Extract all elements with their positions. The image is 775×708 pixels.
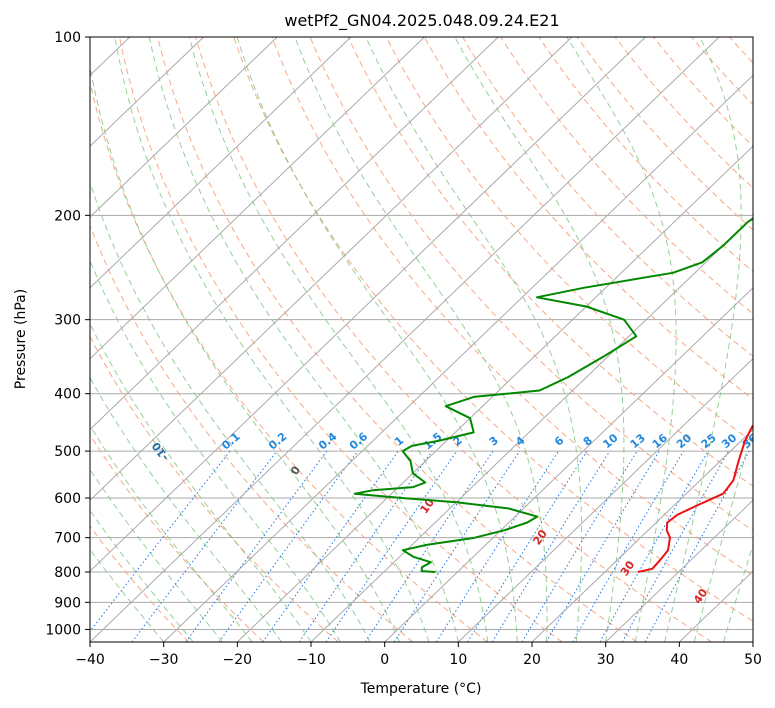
- y-tick-label: 100: [54, 30, 81, 46]
- isotherm-line: [531, 428, 753, 642]
- dry-adiabat-line: [90, 80, 488, 642]
- mixing-ratio-line: [621, 450, 730, 642]
- moist-adiabat-line: [723, 543, 753, 642]
- moist-adiabat-line: [148, 37, 459, 642]
- temperature-profile-line: [637, 424, 753, 573]
- y-axis-ticks: 100 200 300 400 500 600 700 800 900 1000: [45, 30, 90, 638]
- moist-adiabat-line: [90, 63, 400, 642]
- moist-adiabat-line: [90, 509, 194, 642]
- y-axis-title: Pressure (hPa): [13, 289, 29, 389]
- moist-adiabat-line: [664, 37, 742, 642]
- mixing-ratio-line: [325, 450, 458, 642]
- mixing-ratio-line: [599, 450, 709, 642]
- dry-adiabat-line: [90, 335, 339, 642]
- moist-adiabats: [90, 37, 753, 642]
- x-tick-label: 20: [523, 652, 541, 668]
- mixing-ratio-line: [435, 450, 559, 642]
- isotherm-line: [384, 287, 753, 642]
- moist-adiabat-line: [90, 468, 223, 642]
- moist-adiabat-line: [693, 427, 753, 642]
- isotherm-line: [90, 37, 646, 572]
- x-tick-label: −10: [296, 652, 326, 668]
- y-tick-label: 200: [54, 208, 81, 224]
- isotherm-line: [163, 74, 753, 642]
- plot-frame: [89, 36, 754, 643]
- dry-adiabat-line: [195, 37, 712, 642]
- y-tick-label: 700: [54, 531, 81, 547]
- x-axis-ticks: −40 −30 −20 −10 0 10 20 30 40 50: [75, 642, 762, 668]
- isotherm-line: [90, 37, 573, 502]
- moist-adiabat-line: [90, 259, 341, 642]
- x-tick-label: 0: [380, 652, 389, 668]
- isotherm-line: [90, 37, 720, 642]
- x-tick-label: 40: [670, 652, 688, 668]
- isotherm-line: [90, 37, 425, 360]
- moist-adiabat-line: [90, 180, 371, 642]
- mixing-ratio-line: [298, 450, 433, 642]
- x-tick-label: −30: [149, 652, 179, 668]
- dewpoint-profile-line: [353, 217, 753, 573]
- isotherm-line: [90, 37, 352, 289]
- mixing-ratio-line: [218, 450, 359, 642]
- moist-adiabat-line: [90, 376, 282, 642]
- dry-adiabat-line: [119, 37, 563, 642]
- moist-adiabat-line: [90, 548, 165, 642]
- y-tick-label: 800: [54, 565, 81, 581]
- x-tick-label: −40: [75, 652, 105, 668]
- x-tick-label: 30: [597, 652, 615, 668]
- x-axis-title: Temperature (°C): [360, 681, 482, 697]
- isotherm-line: [310, 216, 753, 642]
- isotherm-line: [90, 37, 499, 431]
- x-tick-label: 10: [449, 652, 467, 668]
- moist-adiabat-line: [454, 37, 625, 642]
- mixing-ratio-line: [185, 450, 328, 642]
- mixing-ratio-line: [364, 450, 494, 642]
- moist-adiabat-line: [114, 37, 430, 642]
- profile-series: [353, 217, 753, 573]
- moist-adiabat-line: [90, 424, 253, 642]
- chart-title: wetPf2_GN04.2025.048.09.24.E21: [284, 11, 559, 31]
- plot-area: -100-90-80-70-60-50-40-30-20-100.10.20.4…: [90, 37, 753, 642]
- skewed-isotherms: [90, 37, 753, 642]
- isotherm-line: [90, 37, 204, 147]
- isotherm-line: [457, 357, 753, 642]
- y-tick-label: 1000: [45, 622, 81, 638]
- moist-adiabat-line: [188, 37, 489, 642]
- y-tick-label: 600: [54, 491, 81, 507]
- x-tick-label: 50: [744, 652, 762, 668]
- mixing-ratio-line: [491, 450, 611, 642]
- y-tick-label: 300: [54, 313, 81, 329]
- moist-adiabat-line: [365, 37, 583, 642]
- isotherm-line: [236, 145, 753, 642]
- y-tick-label: 900: [54, 595, 81, 611]
- mixing-ratio-line: [393, 450, 521, 642]
- x-tick-label: −20: [223, 652, 253, 668]
- isotherm-line: [605, 499, 753, 642]
- moist-adiabat-line: [236, 37, 518, 642]
- y-tick-label: 500: [54, 444, 81, 460]
- isotherm-line: [90, 37, 278, 218]
- y-tick-label: 400: [54, 387, 81, 403]
- moist-adiabat-line: [566, 37, 677, 642]
